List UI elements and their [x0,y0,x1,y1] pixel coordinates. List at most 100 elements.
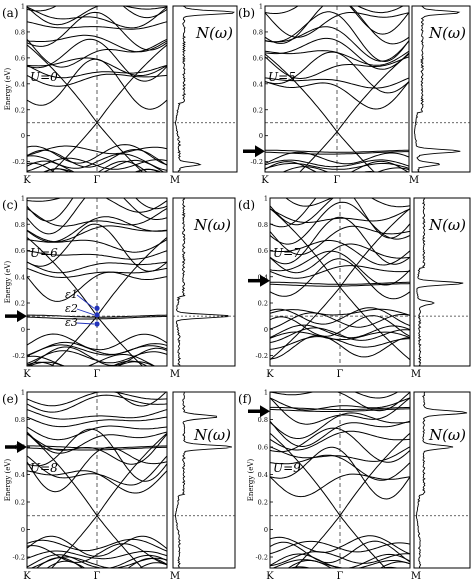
valence-band [27,73,167,87]
valence-band [27,38,167,82]
flat-band-arrow-head [255,145,265,158]
valence-band [265,50,409,66]
dos-label: N(ω) [193,216,231,234]
y-axis-label: Energy (eV) [247,459,255,502]
dos-label: N(ω) [193,426,231,444]
x-tick-label: M [409,175,419,186]
x-tick-label: K [261,175,269,186]
panel-3: -0.2 0 0.2 0.4 0.6 0.8 1 Energy (eV) K Γ M (c) U=6 N(… [2,195,236,380]
low-band [270,540,410,564]
band-frame [26,391,168,569]
y-tick-label: 0 [259,132,263,140]
dos-curve [175,197,229,367]
y-tick-label: 0.8 [258,221,268,229]
valence-band [27,267,167,279]
low-band [30,556,167,568]
low-band [270,535,410,555]
valence-band [27,21,167,30]
dos-curve [175,5,235,173]
dos-curve [414,5,461,173]
y-tick-label: 1 [264,195,268,203]
low-band [270,324,410,339]
y-tick-label: 0 [264,526,268,534]
x-tick-label: M [411,571,421,582]
dos-panel: N(ω) [413,197,471,367]
y-tick-label: 0.2 [253,106,263,114]
y-axis-label: Energy (eV) [4,261,12,304]
panel-label: (c) [2,198,18,212]
valence-band [356,6,405,14]
y-tick-label: 0.2 [15,300,25,308]
valence-band [27,216,167,243]
low-band [27,341,167,357]
u-value-label: U=6 [30,246,58,260]
y-tick-label: 0.4 [253,80,263,88]
valence-band [27,198,167,222]
y-tick-label: 0.6 [253,54,263,62]
u-value-label: U=5 [268,70,296,84]
y-tick-label: 1 [21,389,25,397]
valence-band [265,6,409,35]
low-band [270,312,410,330]
valence-band [270,265,410,279]
valence-band [31,392,167,407]
y-tick-label: 1 [259,3,263,11]
y-tick-label: 0.8 [15,221,25,229]
y-tick-label: 0.4 [15,273,25,281]
x-tick-label: K [23,369,31,380]
y-tick-label: -0.2 [255,352,268,360]
y-tick-label: 0.8 [15,416,25,424]
y-tick-label: 0.6 [15,247,25,255]
valence-band [265,37,409,70]
valence-band [270,201,410,245]
dos-panel: N(ω) [172,5,238,173]
y-tick-label: -0.2 [250,158,263,166]
dos-panel: N(ω) [411,5,471,173]
y-tick-label: 0.8 [253,28,263,36]
y-tick-label: 0.6 [258,247,268,255]
low-band [270,551,410,567]
epsilon-label: ε2 [65,302,78,315]
dos-frame [413,197,471,367]
valence-band [27,6,167,29]
panel-2: -0.2 0 0.2 0.4 0.6 0.8 1 K Γ M (b) U=5 N(ω) [238,3,471,186]
valence-band [27,198,167,213]
dos-panel: N(ω) [172,197,236,367]
y-tick-label: 0.4 [15,80,25,88]
y-tick-label: 0.2 [15,499,25,507]
y-axis-label: Energy (eV) [4,459,12,502]
y-tick-label: 0.6 [258,444,268,452]
flat-band [265,149,409,153]
y-axis-label: Energy (eV) [4,68,12,111]
valence-band [270,420,410,448]
dirac-cone-lower [299,131,375,172]
dos-curve [415,391,468,569]
y-tick-label: 0 [21,132,25,140]
dos-frame [413,391,471,569]
valence-band [270,243,410,274]
dos-label: N(ω) [428,426,466,444]
x-tick-label: K [266,369,274,380]
x-tick-label: K [266,571,274,582]
x-tick-label: M [411,369,421,380]
epsilon-pointer [76,294,95,309]
y-tick-label: 0.4 [15,471,25,479]
y-tick-label: 0.8 [15,28,25,36]
dos-label: N(ω) [428,216,466,234]
low-band [27,550,167,560]
dos-label: N(ω) [428,24,466,42]
y-tick-label: 0 [21,526,25,534]
panel-1: -0.2 0 0.2 0.4 0.6 0.8 1 Energy (eV) K Γ M (a) U=0 N(… [2,3,238,186]
x-tick-label: Γ [337,571,344,582]
y-tick-label: -0.2 [12,352,25,360]
epsilon-point [94,321,100,327]
y-tick-label: 1 [21,3,25,11]
low-band [270,308,410,316]
x-tick-label: Γ [94,369,101,380]
epsilon-pointer [76,308,95,316]
flat-band [270,408,410,412]
panel-label: (f) [238,392,252,406]
valence-band [285,198,334,207]
